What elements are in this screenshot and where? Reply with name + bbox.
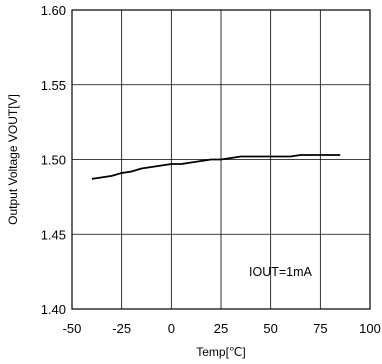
series-layer (91, 154, 341, 180)
y-tick-label: 1.45 (41, 227, 66, 242)
y-tick-label: 1.60 (41, 3, 66, 18)
y-tick-label: 1.55 (41, 78, 66, 93)
x-tick-labels: -50 -25 0 25 50 75 100 (63, 321, 381, 336)
x-axis-title: Temp[℃] (196, 345, 246, 359)
series-line (91, 154, 341, 180)
y-tick-label: 1.40 (41, 302, 66, 317)
x-tick-label: -25 (112, 321, 131, 336)
y-tick-labels: 1.40 1.45 1.50 1.55 1.60 (41, 3, 66, 317)
x-tick-label: 50 (263, 321, 277, 336)
y-tick-label: 1.50 (41, 153, 66, 168)
condition-annotation: IOUT=1mA (249, 265, 313, 279)
x-tick-label: 75 (313, 321, 327, 336)
x-tick-label: 25 (214, 321, 228, 336)
x-tick-label: -50 (63, 321, 82, 336)
x-tick-label: 0 (168, 321, 175, 336)
plot-frame (71, 9, 371, 310)
y-axis-title: Output Voltage VOUT[V] (6, 94, 20, 225)
x-tick-label: 100 (359, 321, 381, 336)
